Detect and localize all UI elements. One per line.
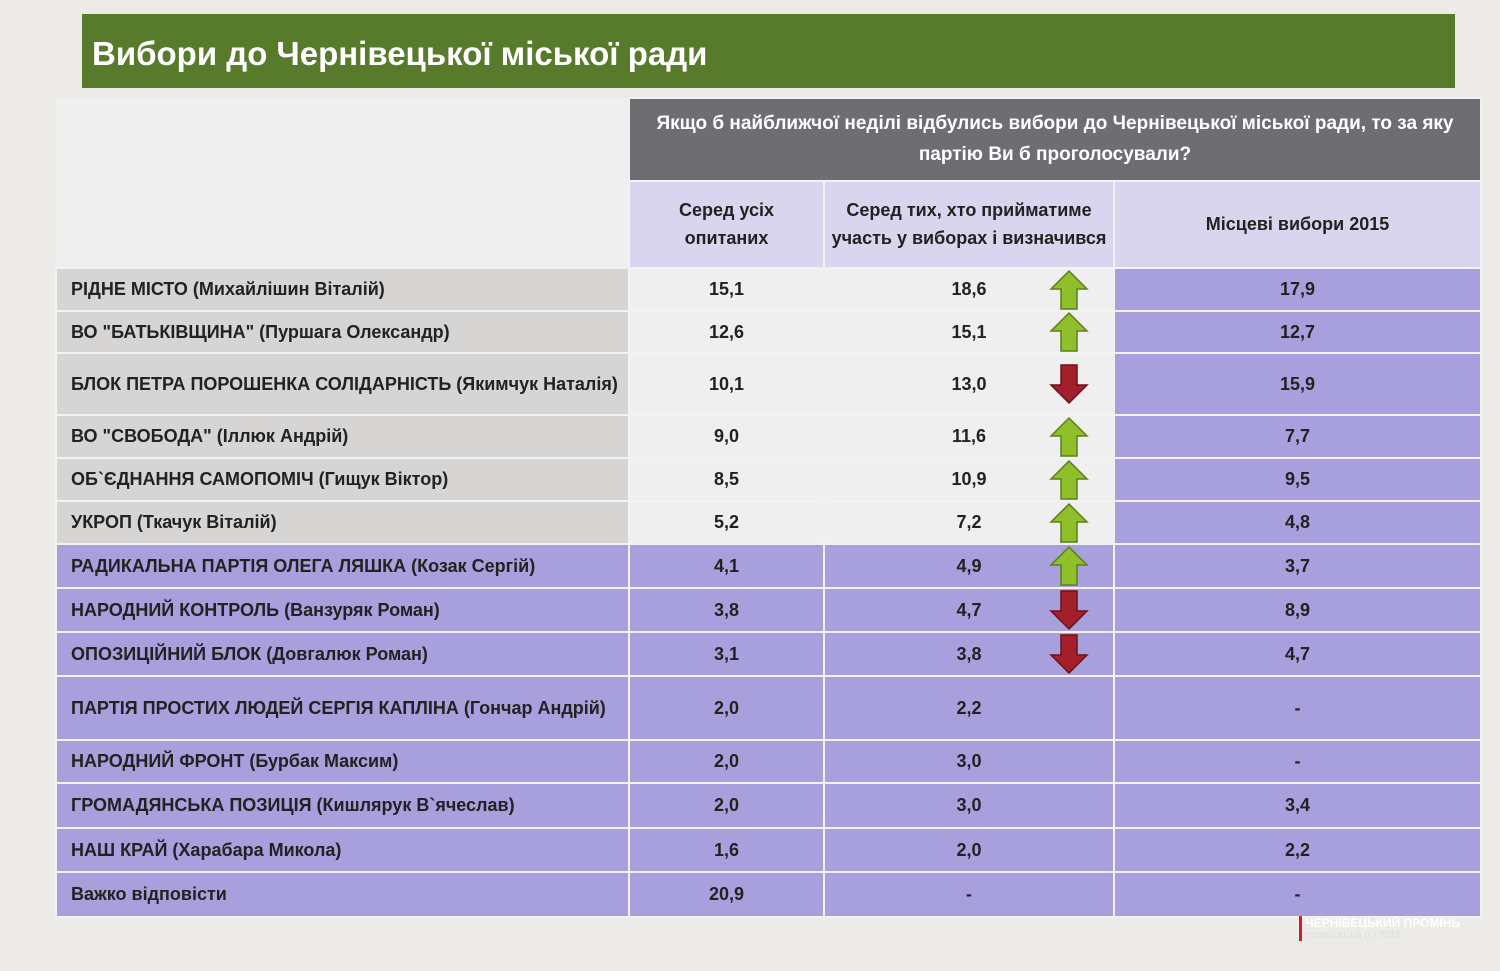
- table-row: РАДИКАЛЬНА ПАРТІЯ ОЛЕГА ЛЯШКА (Козак Сер…: [55, 543, 1482, 589]
- table-row: ГРОМАДЯНСЬКА ПОЗИЦІЯ (Кишлярук В`ячеслав…: [55, 782, 1482, 829]
- table-row: НАШ КРАЙ (Харабара Микола) 1,6 2,0 2,2: [55, 827, 1482, 873]
- value-cell: 13,0: [823, 352, 1115, 416]
- value-cell: 2,0: [628, 782, 825, 829]
- value-cell: 12,7: [1113, 310, 1482, 354]
- table-row: УКРОП (Ткачук Віталій) 5,2 7,2 4,8: [55, 500, 1482, 545]
- table-row: ВО "БАТЬКІВЩИНА" (Пуршага Олександр) 12,6…: [55, 310, 1482, 354]
- value-cell: 10,9: [823, 457, 1115, 502]
- trend-arrow-up: [1049, 545, 1089, 586]
- party-name: ОПОЗИЦІЙНИЙ БЛОК (Довгалюк Роман): [55, 631, 630, 677]
- value-cell: 3,4: [1113, 782, 1482, 829]
- value-cell: 2,0: [823, 827, 1115, 873]
- table-row: ВО "СВОБОДА" (Іллюк Андрій) 9,0 11,6 7,7: [55, 414, 1482, 459]
- trend-arrow-down: [1049, 364, 1089, 405]
- value-cell: 8,9: [1113, 587, 1482, 633]
- value-cell: 4,7: [1113, 631, 1482, 677]
- value-cell: 4,7: [823, 587, 1115, 633]
- table-row: БЛОК ПЕТРА ПОРОШЕНКА СОЛІДАРНІСТЬ (Якимч…: [55, 352, 1482, 416]
- value-cell: 3,7: [1113, 543, 1482, 589]
- value-cell: 20,9: [628, 871, 825, 918]
- party-name: НАРОДНИЙ КОНТРОЛЬ (Ванзуряк Роман): [55, 587, 630, 633]
- value-cell: 3,8: [823, 631, 1115, 677]
- value-cell: -: [1113, 739, 1482, 784]
- value-cell: 9,5: [1113, 457, 1482, 502]
- table-row: ОПОЗИЦІЙНИЙ БЛОК (Довгалюк Роман) 3,1 3,8 4…: [55, 631, 1482, 677]
- party-name: ПАРТІЯ ПРОСТИХ ЛЮДЕЙ СЕРГІЯ КАПЛІНА (Гон…: [55, 675, 630, 741]
- table-row: НАРОДНИЙ КОНТРОЛЬ (Ванзуряк Роман) 3,8 4,7…: [55, 587, 1482, 633]
- party-name: ВО "СВОБОДА" (Іллюк Андрій): [55, 414, 630, 459]
- trend-arrow-up: [1049, 416, 1089, 457]
- value-cell: 11,6: [823, 414, 1115, 459]
- value-cell: 3,0: [823, 782, 1115, 829]
- value-cell: 18,6: [823, 267, 1115, 312]
- party-name: ГРОМАДЯНСЬКА ПОЗИЦІЯ (Кишлярук В`ячеслав…: [55, 782, 630, 829]
- value-cell: 17,9: [1113, 267, 1482, 312]
- arrow-shape: [1049, 364, 1089, 405]
- party-name: Важко відповісти: [55, 871, 630, 918]
- value-cell: 2,0: [628, 739, 825, 784]
- value-cell: 4,8: [1113, 500, 1482, 545]
- value-cell: -: [1113, 871, 1482, 918]
- value-cell: -: [823, 871, 1115, 918]
- value-cell: 12,6: [628, 310, 825, 354]
- table-row: Важко відповісти 20,9- -: [55, 871, 1482, 918]
- arrow-shape: [1049, 311, 1089, 352]
- arrow-shape: [1049, 416, 1089, 457]
- question: Якщо б найближчої неділі відбулись вибор…: [628, 97, 1482, 182]
- arrow-shape: [1049, 502, 1089, 543]
- arrow-shape: [1049, 459, 1089, 500]
- value-cell: -: [1113, 675, 1482, 741]
- column-header: Серед тих, хто прийматиме участь у вибор…: [823, 180, 1115, 269]
- value-cell: 8,5: [628, 457, 825, 502]
- column-header: Місцеві вибори 2015: [1113, 180, 1482, 269]
- party-name: НАШ КРАЙ (Харабара Микола): [55, 827, 630, 873]
- results-table: Якщо б найближчої неділі відбулись вибор…: [55, 97, 1482, 918]
- watermark-name: чернівецький промінь: [1305, 916, 1460, 930]
- value-cell: 10,1: [628, 352, 825, 416]
- watermark-site: promin.cv.ua (c) 2015: [1305, 930, 1402, 941]
- value-cell: 9,0: [628, 414, 825, 459]
- arrow-shape: [1049, 269, 1089, 310]
- value-cell: 2,2: [823, 675, 1115, 741]
- table-row: РІДНЕ МІСТО (Михайлішин Віталій) 15,1 18,6…: [55, 267, 1482, 312]
- party-name: РАДИКАЛЬНА ПАРТІЯ ОЛЕГА ЛЯШКА (Козак Сер…: [55, 543, 630, 589]
- party-name: БЛОК ПЕТРА ПОРОШЕНКА СОЛІДАРНІСТЬ (Якимч…: [55, 352, 630, 416]
- value-cell: 1,6: [628, 827, 825, 873]
- slide-title: Вибори до Чернівецької міської ради: [82, 14, 1455, 88]
- party-name: ОБ`ЄДНАННЯ САМОПОМІЧ (Гищук Віктор): [55, 457, 630, 502]
- value-cell: 4,1: [628, 543, 825, 589]
- trend-arrow-down: [1049, 634, 1089, 675]
- value-cell: 3,0: [823, 739, 1115, 784]
- value-cell: 3,1: [628, 631, 825, 677]
- value-cell: 7,7: [1113, 414, 1482, 459]
- value-cell: 2,0: [628, 675, 825, 741]
- watermark: чернівецький промінь promin.cv.ua (c) 20…: [1299, 916, 1460, 941]
- party-name: НАРОДНИЙ ФРОНТ (Бурбак Максим): [55, 739, 630, 784]
- value-cell: 15,1: [628, 267, 825, 312]
- table-row: ПАРТІЯ ПРОСТИХ ЛЮДЕЙ СЕРГІЯ КАПЛІНА (Гон…: [55, 675, 1482, 741]
- trend-arrow-up: [1049, 269, 1089, 310]
- arrow-shape: [1049, 590, 1089, 631]
- trend-arrow-down: [1049, 590, 1089, 631]
- value-cell: 15,9: [1113, 352, 1482, 416]
- party-name: РІДНЕ МІСТО (Михайлішин Віталій): [55, 267, 630, 312]
- value-cell: 7,2: [823, 500, 1115, 545]
- trend-arrow-up: [1049, 502, 1089, 543]
- column-header: Серед усіх опитаних: [628, 180, 825, 269]
- value-cell: 5,2: [628, 500, 825, 545]
- trend-arrow-up: [1049, 311, 1089, 352]
- value-cell: 15,1: [823, 310, 1115, 354]
- party-name: ВО "БАТЬКІВЩИНА" (Пуршага Олександр): [55, 310, 630, 354]
- value-cell: 3,8: [628, 587, 825, 633]
- table-row: НАРОДНИЙ ФРОНТ (Бурбак Максим) 2,0 3,0-: [55, 739, 1482, 784]
- table-row: ОБ`ЄДНАННЯ САМОПОМІЧ (Гищук Віктор) 8,5 10…: [55, 457, 1482, 502]
- empty-cell: [56, 98, 629, 268]
- arrow-shape: [1049, 634, 1089, 675]
- value-cell: 2,2: [1113, 827, 1482, 873]
- arrow-shape: [1049, 545, 1089, 586]
- trend-arrow-up: [1049, 459, 1089, 500]
- party-name: УКРОП (Ткачук Віталій): [55, 500, 630, 545]
- value-cell: 4,9: [823, 543, 1115, 589]
